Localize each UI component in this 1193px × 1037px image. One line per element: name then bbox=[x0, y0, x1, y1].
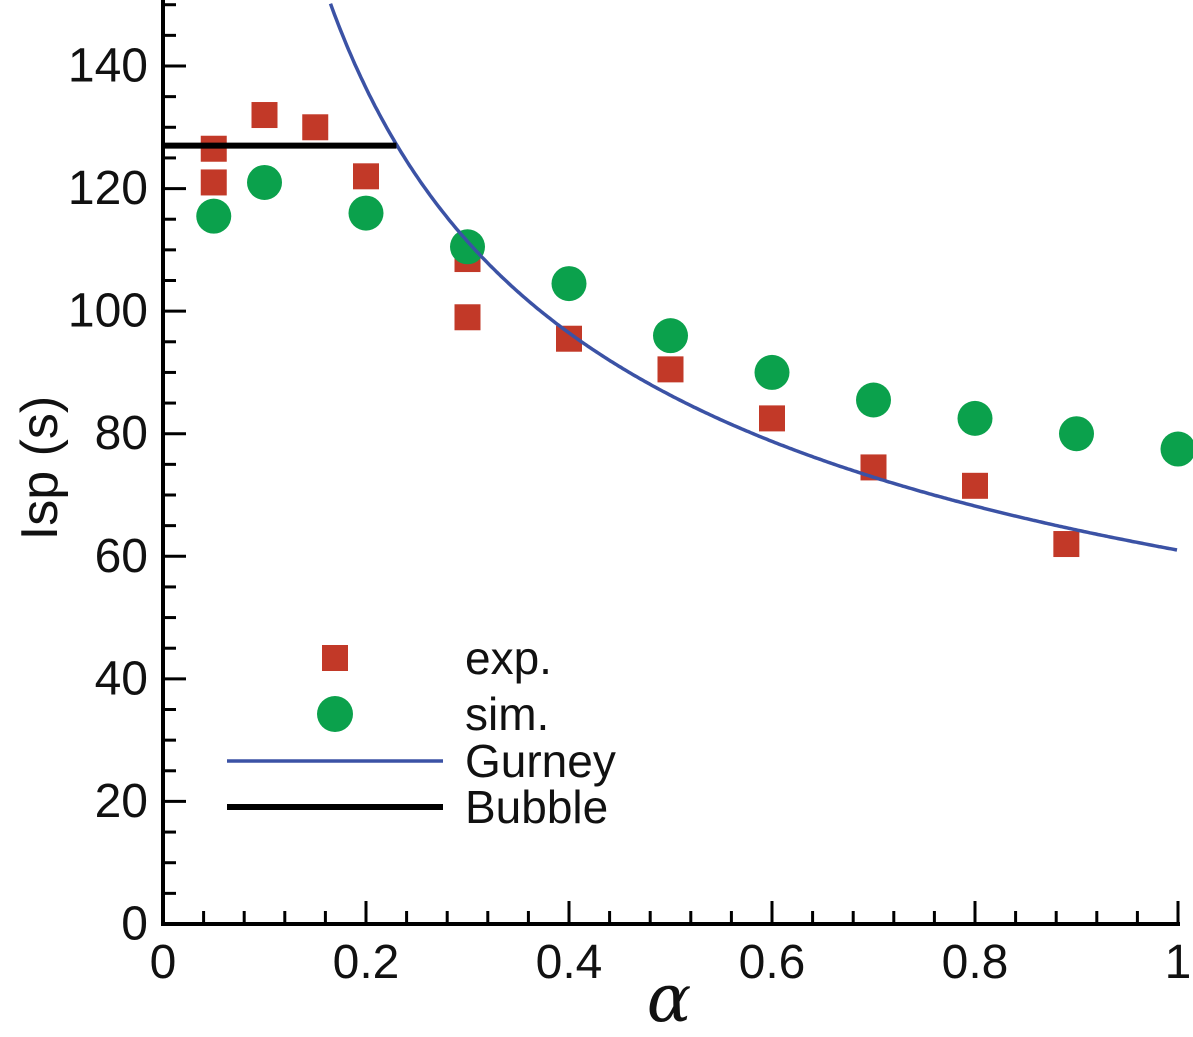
sim-point bbox=[247, 164, 282, 200]
y-tick-label: 20 bbox=[95, 775, 148, 828]
exp-point bbox=[200, 135, 227, 162]
gurney-curve bbox=[328, 3, 1178, 552]
x-tick-label: 0.4 bbox=[536, 936, 603, 989]
exp-point bbox=[657, 356, 684, 383]
sim-point bbox=[196, 198, 232, 234]
exp-point bbox=[454, 304, 481, 331]
y-tick-label: 140 bbox=[68, 40, 148, 93]
legend-swatch-square bbox=[322, 645, 348, 671]
y-tick-label: 120 bbox=[68, 162, 148, 215]
sim-point bbox=[653, 318, 688, 354]
legend-label: Bubble bbox=[465, 781, 608, 833]
sim-point bbox=[754, 354, 790, 390]
y-tick-label: 60 bbox=[95, 530, 148, 583]
x-axis-title: α bbox=[647, 960, 692, 1037]
sim-point bbox=[1160, 431, 1193, 467]
y-tick-label: 0 bbox=[121, 898, 148, 951]
sim-point bbox=[450, 229, 485, 265]
y-tick-label: 100 bbox=[68, 285, 148, 338]
plot-generated-content: 0 0.2 0.4 0.6 0.8 1 0 20 40 60 80 100 120 140 exp.sim.… bbox=[68, 0, 1193, 989]
legend-label: exp. bbox=[465, 632, 552, 684]
x-tick-label: 0.6 bbox=[739, 936, 806, 989]
x-tick-label: 0.8 bbox=[942, 936, 1009, 989]
exp-point bbox=[1053, 531, 1080, 558]
sim-point bbox=[1059, 416, 1094, 452]
sim-point bbox=[551, 266, 587, 302]
exp-point bbox=[353, 163, 379, 190]
x-tick-label: 0 bbox=[150, 936, 177, 989]
y-tick-label: 80 bbox=[95, 407, 148, 460]
x-tick-label: 0.2 bbox=[333, 936, 400, 989]
y-tick-label: 40 bbox=[95, 652, 148, 705]
legend-label: Gurney bbox=[465, 735, 616, 787]
y-axis-title: Isp (s) bbox=[11, 396, 69, 540]
legend-swatch-circle bbox=[317, 696, 353, 732]
sim-point bbox=[957, 400, 993, 436]
sim-point bbox=[856, 382, 891, 418]
sim-point bbox=[348, 195, 384, 231]
x-tick-label: 1 bbox=[1165, 936, 1192, 989]
exp-point bbox=[302, 114, 329, 141]
legend-label: sim. bbox=[465, 688, 549, 740]
exp-point bbox=[200, 169, 227, 196]
exp-point bbox=[251, 102, 278, 129]
exp-point bbox=[759, 405, 785, 432]
exp-point bbox=[962, 472, 988, 499]
